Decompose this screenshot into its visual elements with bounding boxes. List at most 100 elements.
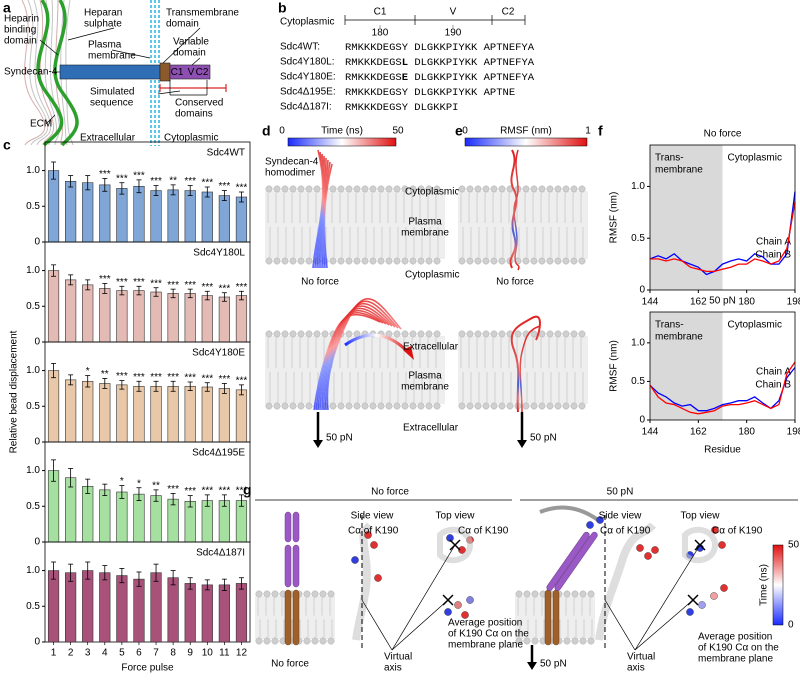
significance: *** xyxy=(133,277,145,288)
lipid-head xyxy=(579,637,587,645)
domain-label: C1 xyxy=(374,7,387,18)
y-tick-label: 0.5 xyxy=(26,401,40,412)
lipid-head xyxy=(523,590,531,598)
panel-letter: d xyxy=(262,123,271,139)
lipid-head xyxy=(409,402,417,410)
legend-entry: Chain A xyxy=(756,367,791,378)
error-bar xyxy=(85,175,91,191)
x-tick-label: 198 xyxy=(787,297,800,308)
cytoplasmic-helix xyxy=(292,511,300,543)
leader-line xyxy=(111,49,151,59)
error-bar xyxy=(187,577,193,590)
error-bar xyxy=(187,185,193,196)
bar xyxy=(65,180,77,243)
bar xyxy=(116,290,128,343)
y-tick-label: 1.0 xyxy=(26,565,40,576)
label: sequence xyxy=(90,98,134,109)
colorbar-tick: 1 xyxy=(585,126,591,137)
membrane xyxy=(458,191,588,259)
label: Extracellular xyxy=(80,133,136,144)
lipid-head xyxy=(401,257,409,265)
k190-position xyxy=(374,574,382,582)
lipid-head xyxy=(329,402,337,410)
chart-title: 50 pN xyxy=(709,296,736,307)
mutation: E xyxy=(402,72,408,84)
label: Cα of K190 xyxy=(712,526,763,537)
label: membrane xyxy=(401,382,449,393)
label: No force xyxy=(271,659,309,670)
label: Top view xyxy=(436,511,476,522)
heparan-sulphate xyxy=(53,0,79,147)
lipid-head xyxy=(433,185,441,193)
lipid-head xyxy=(433,257,441,265)
sequence-part: DLGKKPIYKK APTNEFYA xyxy=(408,57,535,69)
mutation: L xyxy=(402,57,408,69)
error-bar xyxy=(119,568,125,584)
cytoplasmic-helix xyxy=(284,544,292,588)
x-tick-label: 144 xyxy=(642,297,659,308)
significance: *** xyxy=(184,280,196,291)
lipid-head xyxy=(409,185,417,193)
label: domains xyxy=(175,109,213,120)
y-tick-label: 0 xyxy=(639,285,645,296)
lipid-head xyxy=(587,590,595,598)
y-tick-label: 1.0 xyxy=(631,181,645,192)
significance: *** xyxy=(219,374,231,385)
label: 50 pN xyxy=(607,487,634,498)
error-bar xyxy=(187,381,193,391)
lipid-head xyxy=(393,330,401,338)
error-bar xyxy=(85,478,91,494)
significance: *** xyxy=(184,176,196,187)
lipid-head xyxy=(289,402,297,410)
significance: *** xyxy=(167,484,179,495)
leader-line xyxy=(67,27,115,41)
error-bar xyxy=(204,382,210,392)
y-axis-label: RMSF (nm) xyxy=(609,192,620,244)
significance: *** xyxy=(133,372,145,383)
colorbar xyxy=(287,137,397,147)
molecule-trace xyxy=(519,325,541,413)
label: Plasma xyxy=(88,40,122,51)
panel-letter: b xyxy=(278,0,287,16)
plot-frame xyxy=(44,541,251,643)
arrow-head xyxy=(527,662,537,670)
lipid-head xyxy=(377,402,385,410)
lipid-head xyxy=(345,402,353,410)
significance: *** xyxy=(116,371,128,382)
lipid-head xyxy=(281,257,289,265)
x-tick-label: 6 xyxy=(136,648,142,659)
significance: *** xyxy=(150,176,162,187)
label: Side view xyxy=(351,511,395,522)
significance: *** xyxy=(133,170,145,181)
lipid-head xyxy=(353,185,361,193)
lipid-head xyxy=(490,330,498,338)
significance: *** xyxy=(116,277,128,288)
error-bar xyxy=(102,283,108,294)
bar xyxy=(99,288,111,343)
lipid-head xyxy=(498,330,506,338)
bend-arrow xyxy=(344,333,410,354)
y-tick-label: 1.0 xyxy=(631,337,645,348)
leader-line xyxy=(391,599,449,651)
region-label: Cytoplasmic xyxy=(728,320,782,331)
molecule-trace xyxy=(510,315,541,413)
error-bar xyxy=(187,495,193,508)
molecule-trace xyxy=(326,298,402,411)
lipid-head xyxy=(482,402,490,410)
variant-name: Sdc4Y180E: xyxy=(280,72,336,83)
error-bar xyxy=(221,494,227,507)
lipid-head xyxy=(458,185,466,193)
k190-position xyxy=(370,541,378,549)
lipid-head xyxy=(297,185,305,193)
lipid-head xyxy=(554,330,562,338)
lipid-head xyxy=(329,185,337,193)
error-bar xyxy=(68,563,74,582)
lipid-head xyxy=(281,402,289,410)
lipid-head xyxy=(515,590,523,598)
significance: *** xyxy=(219,181,231,192)
lipid-head xyxy=(311,590,319,598)
significance: *** xyxy=(236,375,248,386)
k190-position xyxy=(446,534,454,542)
lipid-head xyxy=(466,185,474,193)
label: Variable xyxy=(173,37,209,48)
